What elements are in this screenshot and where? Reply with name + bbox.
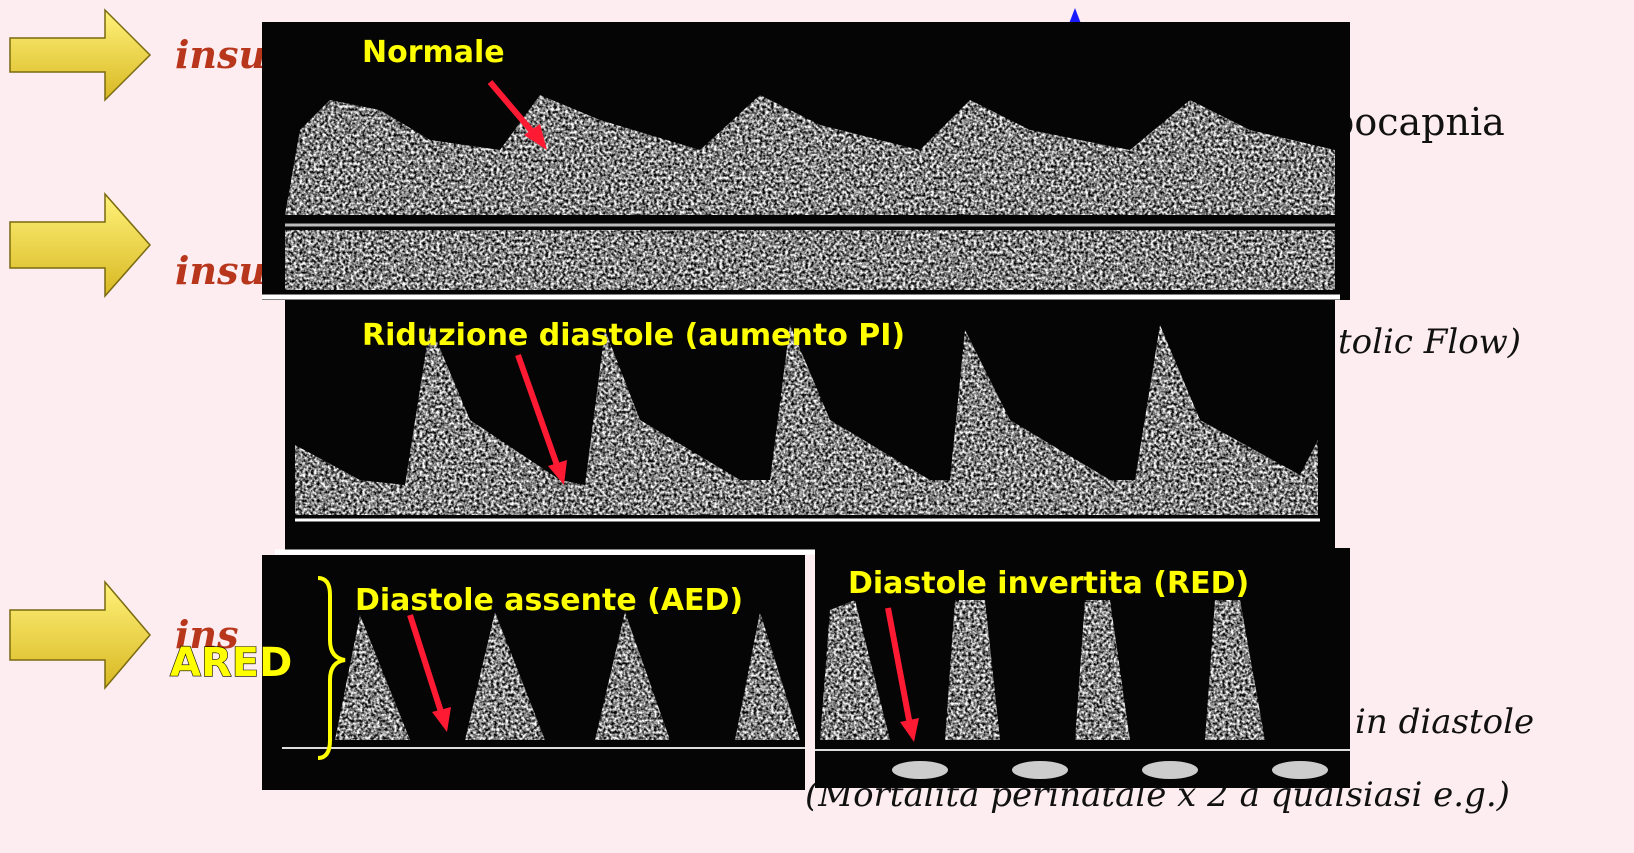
brace — [317, 576, 346, 760]
panel-label: Diastole invertita (RED) — [848, 566, 1249, 601]
reverse-flow — [892, 761, 1328, 779]
waveform — [335, 612, 800, 740]
waveform — [295, 325, 1318, 515]
waveform — [285, 230, 1335, 290]
text-fragment: in diastole — [1355, 702, 1535, 742]
text-fragment: tolic Flow) — [1338, 322, 1522, 362]
group-label: ARED — [170, 640, 292, 686]
pointer-arrows — [407, 80, 919, 742]
heading-fragment: ins — [175, 612, 239, 657]
arrows — [9, 8, 152, 691]
text-fragment: pocapnia — [1330, 100, 1505, 144]
waveform — [285, 95, 1335, 215]
heading-fragment: insu — [175, 248, 267, 293]
panel-label: Riduzione diastole (aumento PI) — [362, 318, 905, 353]
heading-fragment: insu — [175, 32, 267, 77]
waveform — [820, 600, 1265, 740]
panel-label: Diastole assente (AED) — [355, 583, 743, 618]
panel-label: Normale — [362, 35, 505, 70]
